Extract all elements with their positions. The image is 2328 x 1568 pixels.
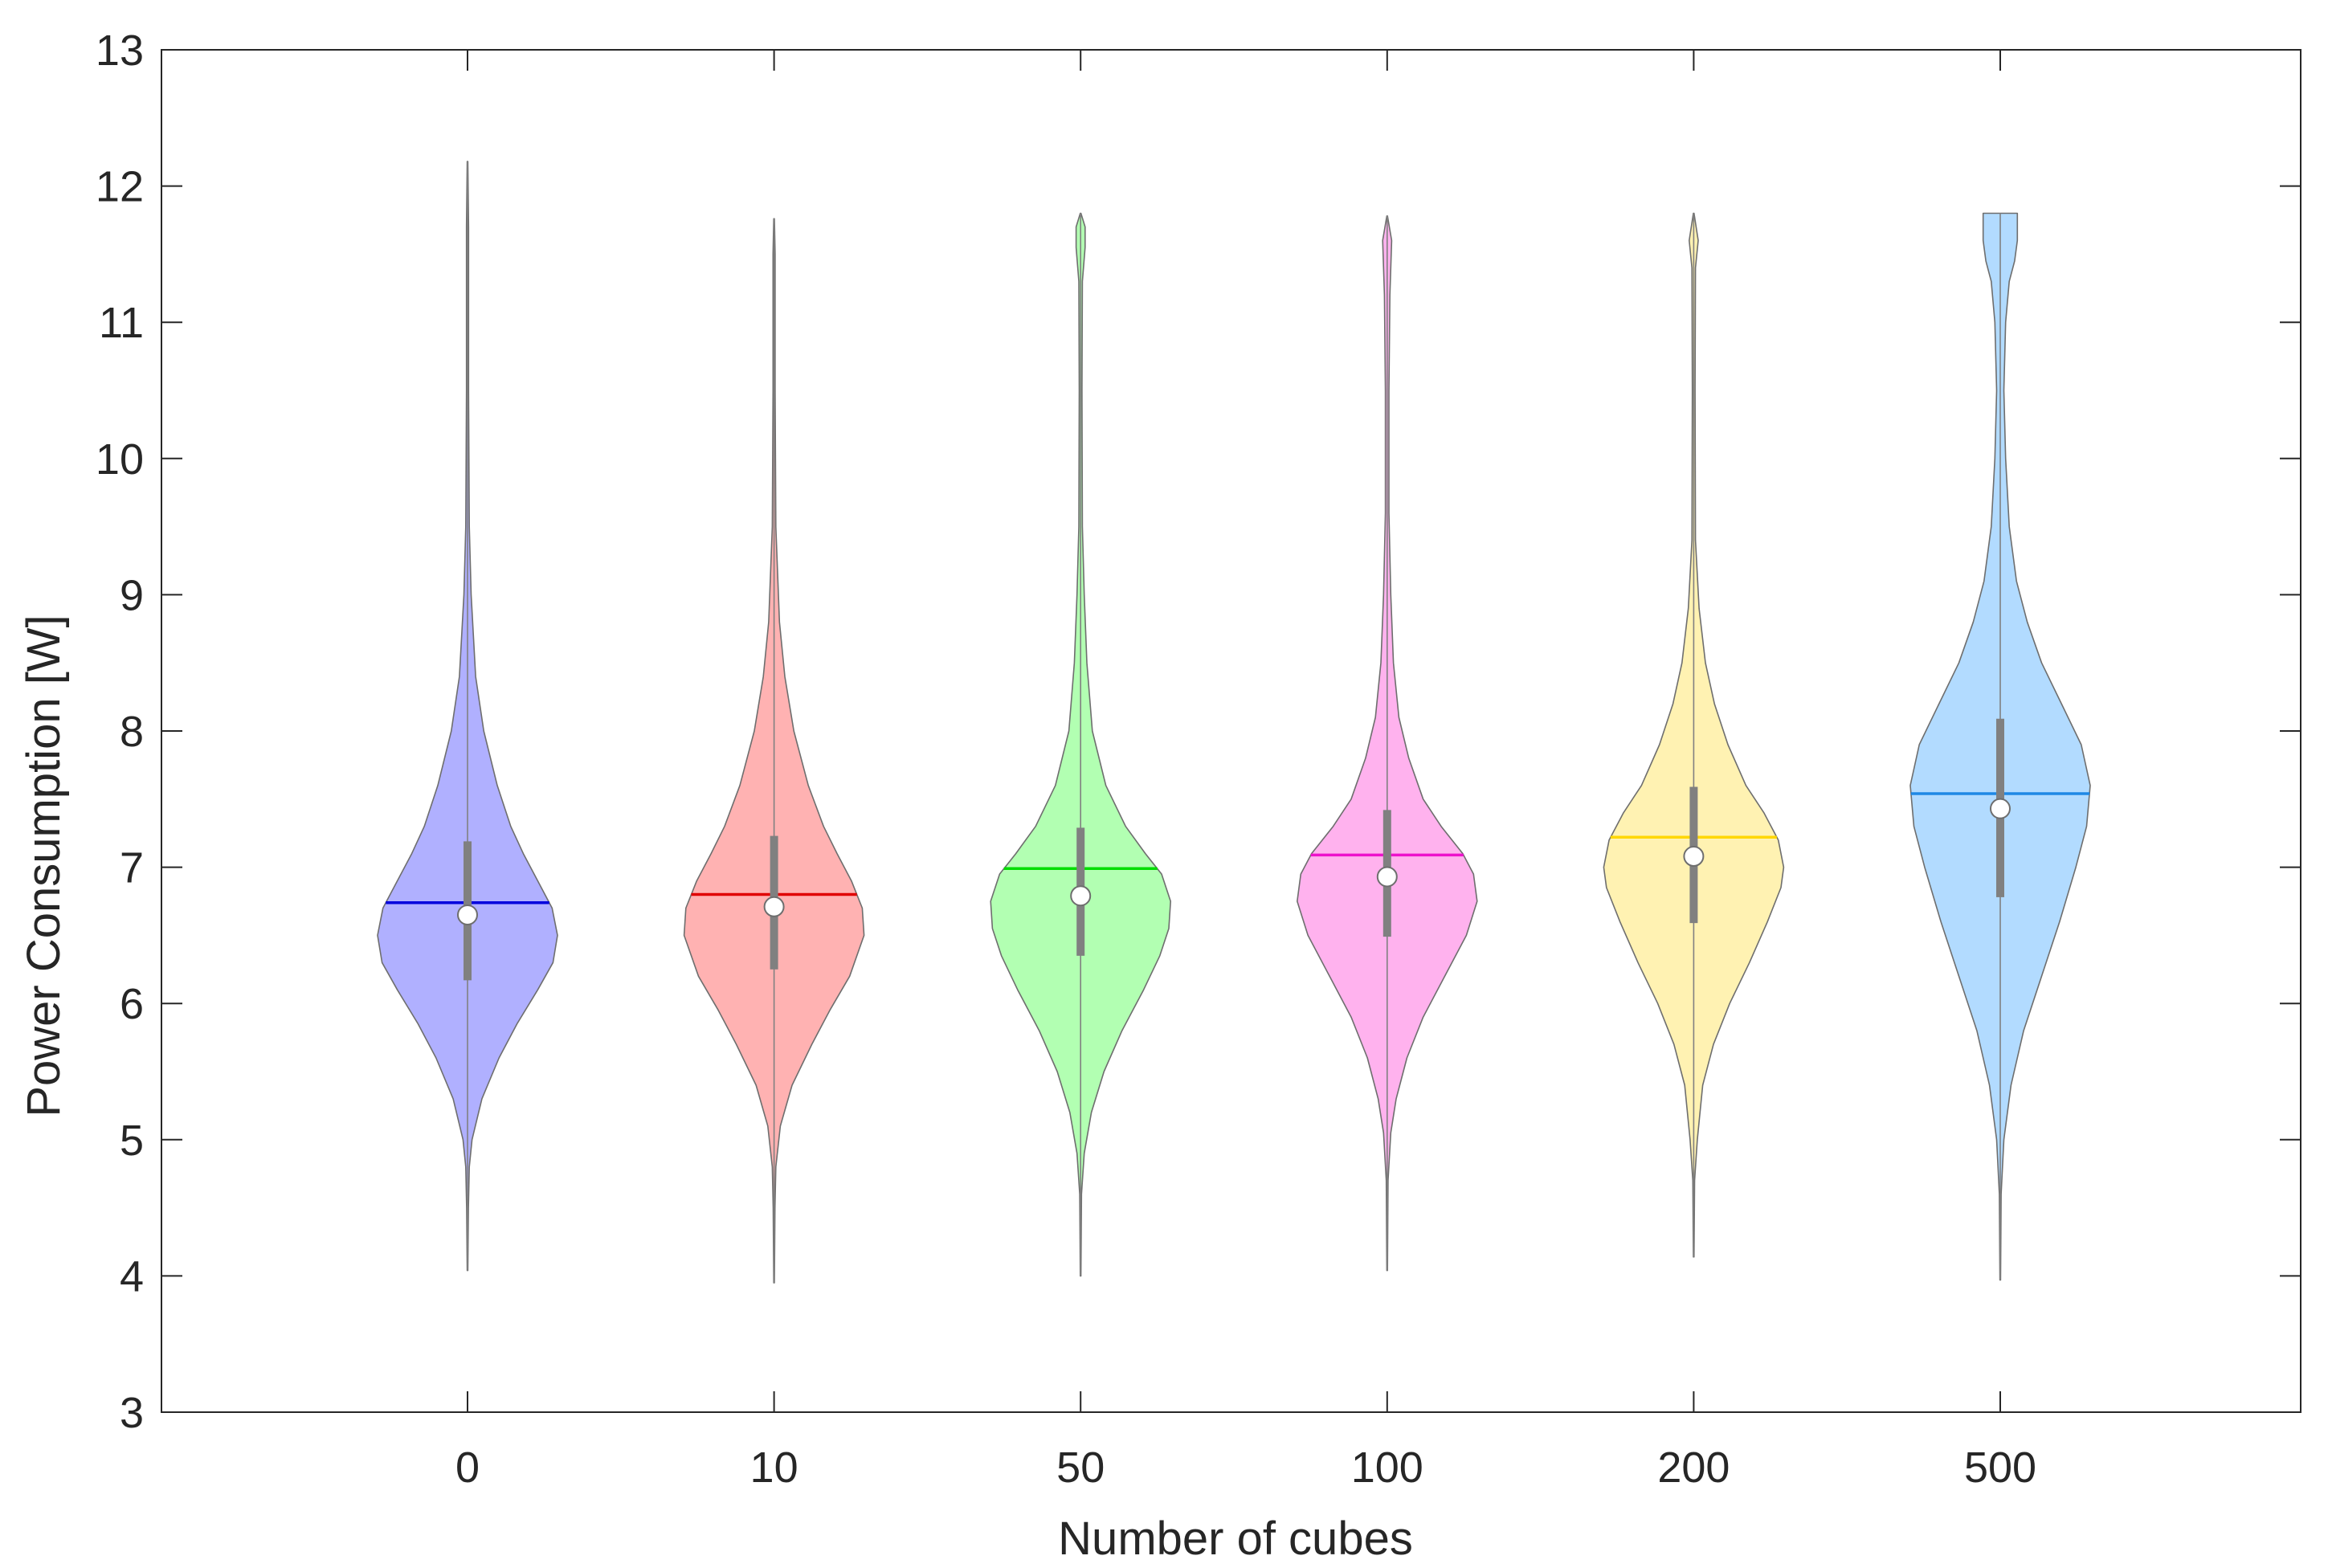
violin-50 bbox=[990, 212, 1171, 1277]
y-tick-label: 11 bbox=[99, 299, 144, 347]
x-tick-label: 200 bbox=[1657, 1443, 1730, 1492]
y-tick-label: 7 bbox=[120, 844, 144, 892]
x-tick-label: 500 bbox=[1964, 1443, 2036, 1492]
x-tick-label: 100 bbox=[1351, 1443, 1423, 1492]
y-tick-label: 10 bbox=[96, 435, 144, 484]
x-tick-label: 0 bbox=[455, 1443, 480, 1492]
violin-200 bbox=[1603, 212, 1785, 1258]
x-tick-labels: 0 10 50 100 200 500 bbox=[455, 1443, 2036, 1492]
median-marker bbox=[1376, 866, 1398, 888]
plot-area bbox=[377, 161, 2091, 1284]
median-marker bbox=[1990, 798, 2011, 819]
y-tick-label: 8 bbox=[120, 708, 144, 756]
y-tick-label: 3 bbox=[120, 1389, 144, 1437]
median-marker bbox=[763, 896, 785, 917]
y-tick-label: 5 bbox=[120, 1117, 144, 1165]
violin-0 bbox=[377, 161, 558, 1272]
y-tick-label: 13 bbox=[96, 27, 144, 75]
y-axis-title: Power Consumption [W] bbox=[18, 615, 70, 1117]
median-marker bbox=[457, 904, 478, 925]
x-tick-label: 50 bbox=[1056, 1443, 1105, 1492]
y-tick-labels: 3 4 5 6 7 8 9 10 11 12 13 bbox=[96, 27, 144, 1437]
x-axis-title: Number of cubes bbox=[1058, 1513, 1413, 1565]
median-marker bbox=[1070, 885, 1092, 907]
violin-10 bbox=[683, 218, 865, 1284]
y-tick-label: 9 bbox=[120, 571, 144, 619]
y-tick-label: 4 bbox=[120, 1252, 144, 1301]
violin-100 bbox=[1297, 215, 1478, 1272]
y-tick-label: 6 bbox=[120, 980, 144, 1028]
x-tick-label: 10 bbox=[750, 1443, 798, 1492]
violin-500 bbox=[1909, 212, 2091, 1281]
median-marker bbox=[1683, 846, 1705, 868]
axes bbox=[161, 49, 2301, 1413]
y-tick-label: 12 bbox=[96, 163, 144, 211]
